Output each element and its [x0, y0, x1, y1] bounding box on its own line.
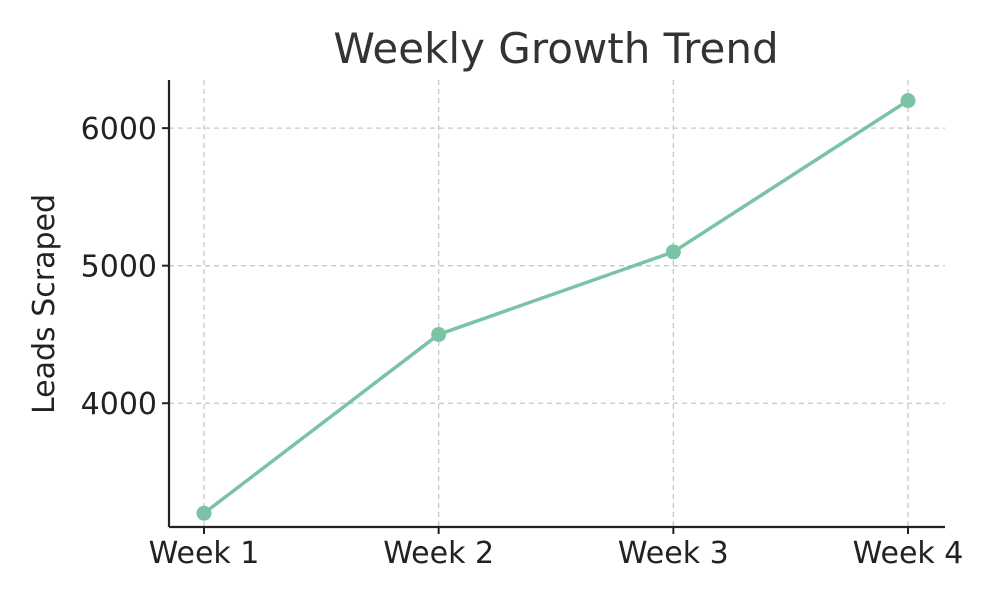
y-tick-label: 5000: [81, 250, 157, 285]
x-tick-label: Week 4: [853, 536, 964, 571]
axes: [167, 80, 945, 529]
x-tick-label: Week 3: [618, 536, 729, 571]
y-axis-label: Leads Scraped: [27, 194, 62, 414]
y-tick-label: 6000: [81, 112, 157, 147]
data-point: [665, 244, 681, 260]
y-tick-label: 4000: [81, 387, 157, 422]
x-tick-label: Week 2: [383, 536, 494, 571]
chart-title: Weekly Growth Trend: [333, 24, 778, 73]
x-tick-label: Week 1: [149, 536, 260, 571]
series: [196, 93, 916, 521]
grid: [169, 80, 945, 527]
tick-labels: 4000 5000 6000 Week 1 Week 2 Week 3 Week 4: [81, 112, 964, 571]
data-point: [431, 326, 447, 342]
series-line: [202, 99, 909, 515]
data-point: [900, 93, 916, 109]
data-point: [196, 505, 212, 521]
